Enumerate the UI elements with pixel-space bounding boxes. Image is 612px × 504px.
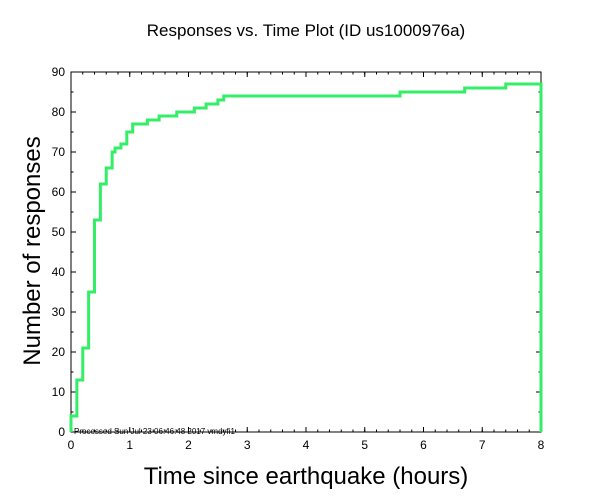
- y-tick-label: 70: [52, 145, 66, 159]
- x-tick-label: 3: [244, 438, 251, 452]
- x-tick-label: 0: [68, 438, 75, 452]
- x-tick-label: 7: [479, 438, 486, 452]
- x-axis-label: Time since earthquake (hours): [144, 463, 469, 490]
- y-tick-label: 50: [52, 225, 66, 239]
- x-tick-label: 2: [185, 438, 192, 452]
- y-tick-label: 10: [52, 385, 66, 399]
- x-tick-label: 5: [361, 438, 368, 452]
- y-tick-label: 0: [58, 425, 65, 439]
- chart-title: Responses vs. Time Plot (ID us1000976a): [147, 21, 465, 40]
- y-tick-label: 30: [52, 305, 66, 319]
- x-tick-label: 1: [126, 438, 133, 452]
- series-layer: [69, 82, 543, 432]
- x-tick-label: 8: [538, 438, 545, 452]
- x-tick-label: 6: [420, 438, 427, 452]
- plot-frame: [70, 71, 542, 433]
- y-tick-label: 80: [52, 105, 66, 119]
- y-tick-label: 90: [52, 65, 66, 79]
- y-axis-label: Number of responses: [19, 136, 46, 365]
- response-step-line: [69, 82, 543, 432]
- y-tick-label: 40: [52, 265, 66, 279]
- y-tick-label: 60: [52, 185, 66, 199]
- x-tick-label: 4: [303, 438, 310, 452]
- y-tick-label: 20: [52, 345, 66, 359]
